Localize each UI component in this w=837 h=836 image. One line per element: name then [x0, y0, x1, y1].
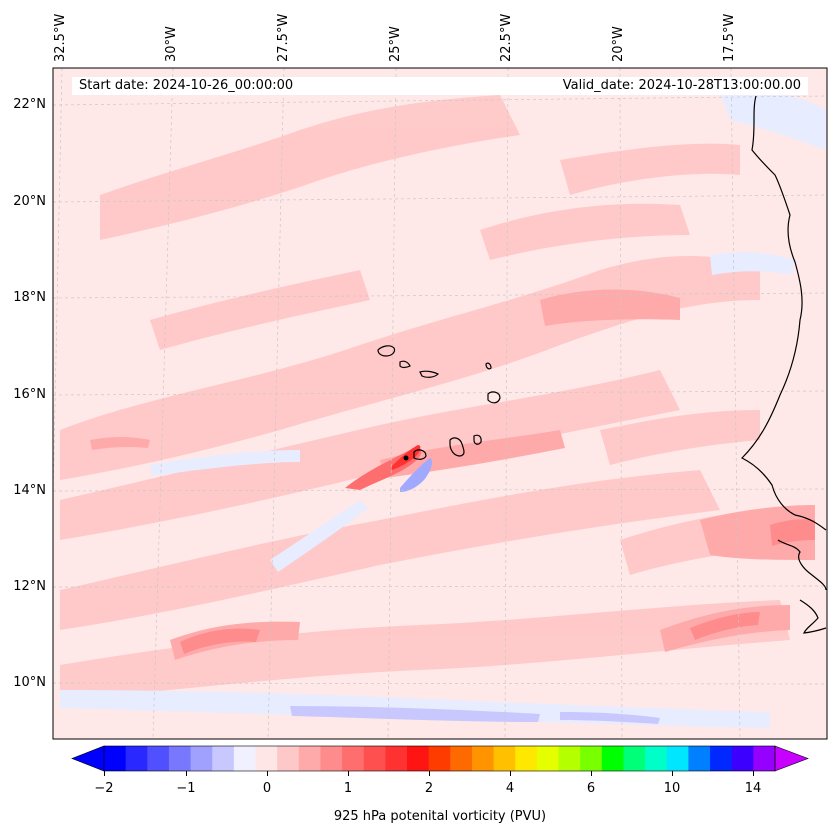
- lat-label: 18°N: [13, 290, 46, 305]
- colorbar-swatch: [190, 746, 213, 771]
- colorbar-swatch: [666, 746, 690, 771]
- start-date: Start date: 2024-10-26_00:00:00: [79, 78, 294, 93]
- colorbar-tick: [591, 771, 592, 776]
- colorbar-swatch: [385, 746, 408, 771]
- colorbar-swatch: [558, 746, 581, 771]
- lat-label: 14°N: [13, 483, 46, 498]
- cape-verde-islands: [377, 345, 396, 357]
- colorbar-swatch: [363, 746, 386, 771]
- colorbar-swatch: [104, 746, 127, 771]
- colorbar-swatch: [580, 746, 603, 771]
- colorbar-swatch: [645, 746, 668, 771]
- colorbar-tick: [104, 771, 105, 776]
- colorbar-label: 925 hPa potenital vorticity (PVU): [333, 809, 547, 824]
- colorbar-swatch: [450, 746, 473, 771]
- colorbar-tick: [510, 771, 511, 776]
- colorbar-tick: [672, 771, 673, 776]
- date-header: Start date: 2024-10-26_00:00:00 Valid_da…: [72, 77, 808, 95]
- fogo-island: [403, 455, 409, 461]
- colorbar-swatch: [515, 746, 538, 771]
- colorbar-tick-label: 2: [424, 781, 434, 796]
- colorbar-swatch: [277, 746, 300, 771]
- colorbar-tick-label: 6: [586, 781, 596, 796]
- lon-label: 32.5°W: [53, 13, 68, 62]
- colorbar-swatch: [212, 746, 235, 771]
- lon-label: 27.5°W: [276, 13, 291, 62]
- colorbar-swatch: [298, 746, 322, 771]
- colorbar-swatch: [731, 746, 754, 771]
- colorbar-tick-label: 14: [744, 781, 762, 796]
- colorbar-tick-label: −2: [94, 781, 114, 796]
- colorbar-swatch: [471, 746, 495, 771]
- colorbar-tick: [753, 771, 754, 776]
- colorbar-swatch: [688, 746, 711, 771]
- map-area: [53, 68, 827, 739]
- colorbar-tick-label: 4: [505, 781, 515, 796]
- lon-label: 25°W: [388, 26, 403, 62]
- lat-label: 20°N: [13, 194, 46, 209]
- lat-label: 16°N: [13, 387, 46, 402]
- colorbar-swatch: [536, 746, 560, 771]
- pv-red-bands: [180, 445, 815, 654]
- colorbar-swatch: [320, 746, 343, 771]
- colorbar-tick: [186, 771, 187, 776]
- colorbar: [71, 745, 809, 772]
- colorbar-swatch: [753, 746, 776, 771]
- colorbar-tick-label: 10: [663, 781, 681, 796]
- colorbar-swatch: [710, 746, 733, 771]
- colorbar-swatch: [407, 746, 430, 771]
- lon-label: 30°W: [164, 26, 179, 62]
- colorbar-outline: [103, 745, 776, 772]
- colorbar-swatch: [601, 746, 625, 771]
- map-gridlines: [53, 68, 827, 739]
- lon-label: 22.5°W: [499, 13, 514, 62]
- pv-blue-areas: [60, 91, 826, 728]
- colorbar-swatch: [125, 746, 148, 771]
- colorbar-swatch: [147, 746, 170, 771]
- colorbar-over-arrow: [774, 745, 809, 772]
- africa-coastline: [740, 95, 827, 531]
- lat-label: 10°N: [13, 675, 46, 690]
- lat-label: 22°N: [13, 97, 46, 112]
- colorbar-tick-label: −1: [176, 781, 196, 796]
- colorbar-swatch: [168, 746, 192, 771]
- coastlines: [377, 95, 827, 634]
- colorbar-tick-label: 1: [343, 781, 353, 796]
- colorbar-swatch: [255, 746, 278, 771]
- colorbar-swatch: [493, 746, 516, 771]
- colorbar-tick: [429, 771, 430, 776]
- colorbar-swatch: [342, 746, 365, 771]
- colorbar-swatch: [623, 746, 646, 771]
- map-frame: [52, 67, 828, 740]
- lon-label: 20°W: [611, 26, 626, 62]
- colorbar-tick: [348, 771, 349, 776]
- lat-label: 12°N: [13, 579, 46, 594]
- colorbar-under-arrow: [71, 745, 105, 772]
- valid-date: Valid_date: 2024-10-28T13:00:00.00: [562, 78, 801, 93]
- lon-label: 17.5°W: [722, 13, 737, 62]
- colorbar-swatch: [233, 746, 257, 771]
- colorbar-tick: [267, 771, 268, 776]
- colorbar-tick-label: 0: [262, 781, 272, 796]
- colorbar-swatch: [428, 746, 451, 771]
